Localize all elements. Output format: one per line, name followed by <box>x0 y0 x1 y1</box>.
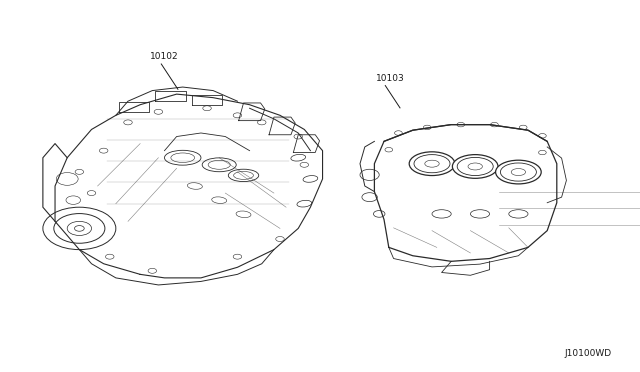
Text: 10103: 10103 <box>376 74 405 83</box>
Text: J10100WD: J10100WD <box>564 349 611 358</box>
Ellipse shape <box>409 152 455 176</box>
Ellipse shape <box>495 160 541 184</box>
Text: 10102: 10102 <box>150 52 179 61</box>
Ellipse shape <box>452 155 498 178</box>
